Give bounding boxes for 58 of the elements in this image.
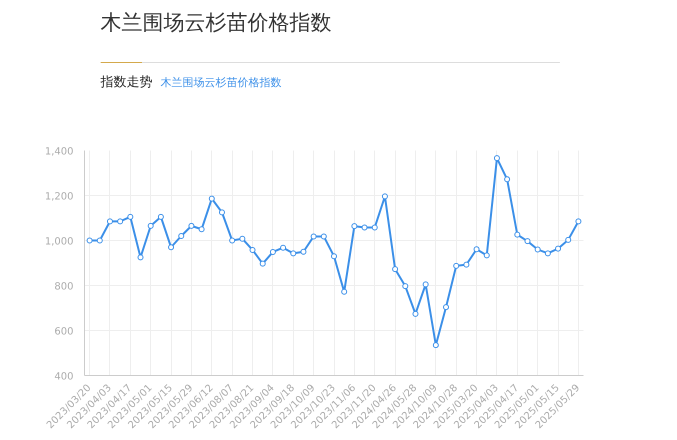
- y-tick-label: 400: [54, 372, 74, 382]
- point: [463, 262, 470, 268]
- point: [178, 233, 184, 239]
- point: [524, 238, 530, 244]
- text: 木兰围场云杉苗价格指数: [160, 76, 282, 89]
- point: [229, 238, 236, 244]
- point: [270, 248, 276, 255]
- point: [290, 250, 296, 256]
- point: [362, 224, 368, 230]
- point: [382, 193, 388, 200]
- point: [422, 281, 429, 288]
- point: [250, 246, 256, 253]
- point: [474, 246, 480, 252]
- point: [555, 246, 562, 252]
- chart-subtitle: 指数走势: [100, 75, 153, 90]
- point: [392, 266, 398, 272]
- point: [260, 260, 266, 267]
- point: [239, 236, 246, 242]
- point: [534, 246, 541, 252]
- point: [117, 218, 124, 224]
- point: [188, 222, 194, 229]
- point: [168, 244, 174, 250]
- point: [484, 252, 490, 258]
- point: [351, 223, 358, 230]
- point: [432, 342, 439, 348]
- point: [158, 214, 164, 220]
- point: [331, 253, 337, 260]
- y-tick-label: 1,200: [44, 192, 74, 202]
- point: [494, 155, 500, 162]
- chart-title: 木兰围场云杉苗价格指数: [100, 10, 332, 34]
- point: [96, 238, 103, 244]
- point: [544, 250, 551, 256]
- point: [300, 248, 306, 255]
- point: [372, 224, 378, 230]
- y-tick-label: 600: [54, 326, 74, 338]
- point: [106, 218, 113, 224]
- point: [412, 310, 418, 317]
- point: [443, 304, 450, 310]
- point: [138, 254, 144, 260]
- point: [280, 244, 286, 251]
- point: [218, 209, 225, 216]
- y-tick-label: 1,400: [44, 146, 74, 158]
- point: [341, 288, 348, 295]
- point: [514, 232, 520, 238]
- point: [320, 233, 327, 240]
- y-tick-label: 1,000: [44, 236, 74, 248]
- point: [208, 196, 215, 202]
- point: [310, 233, 317, 240]
- point: [504, 176, 510, 182]
- point: [402, 283, 408, 290]
- point: [86, 238, 93, 244]
- point: [127, 214, 134, 220]
- point: [453, 262, 460, 269]
- point: [198, 226, 205, 232]
- y-tick-label: 800: [54, 282, 74, 292]
- point: [575, 218, 582, 224]
- point: [148, 222, 154, 229]
- point: [565, 236, 572, 243]
